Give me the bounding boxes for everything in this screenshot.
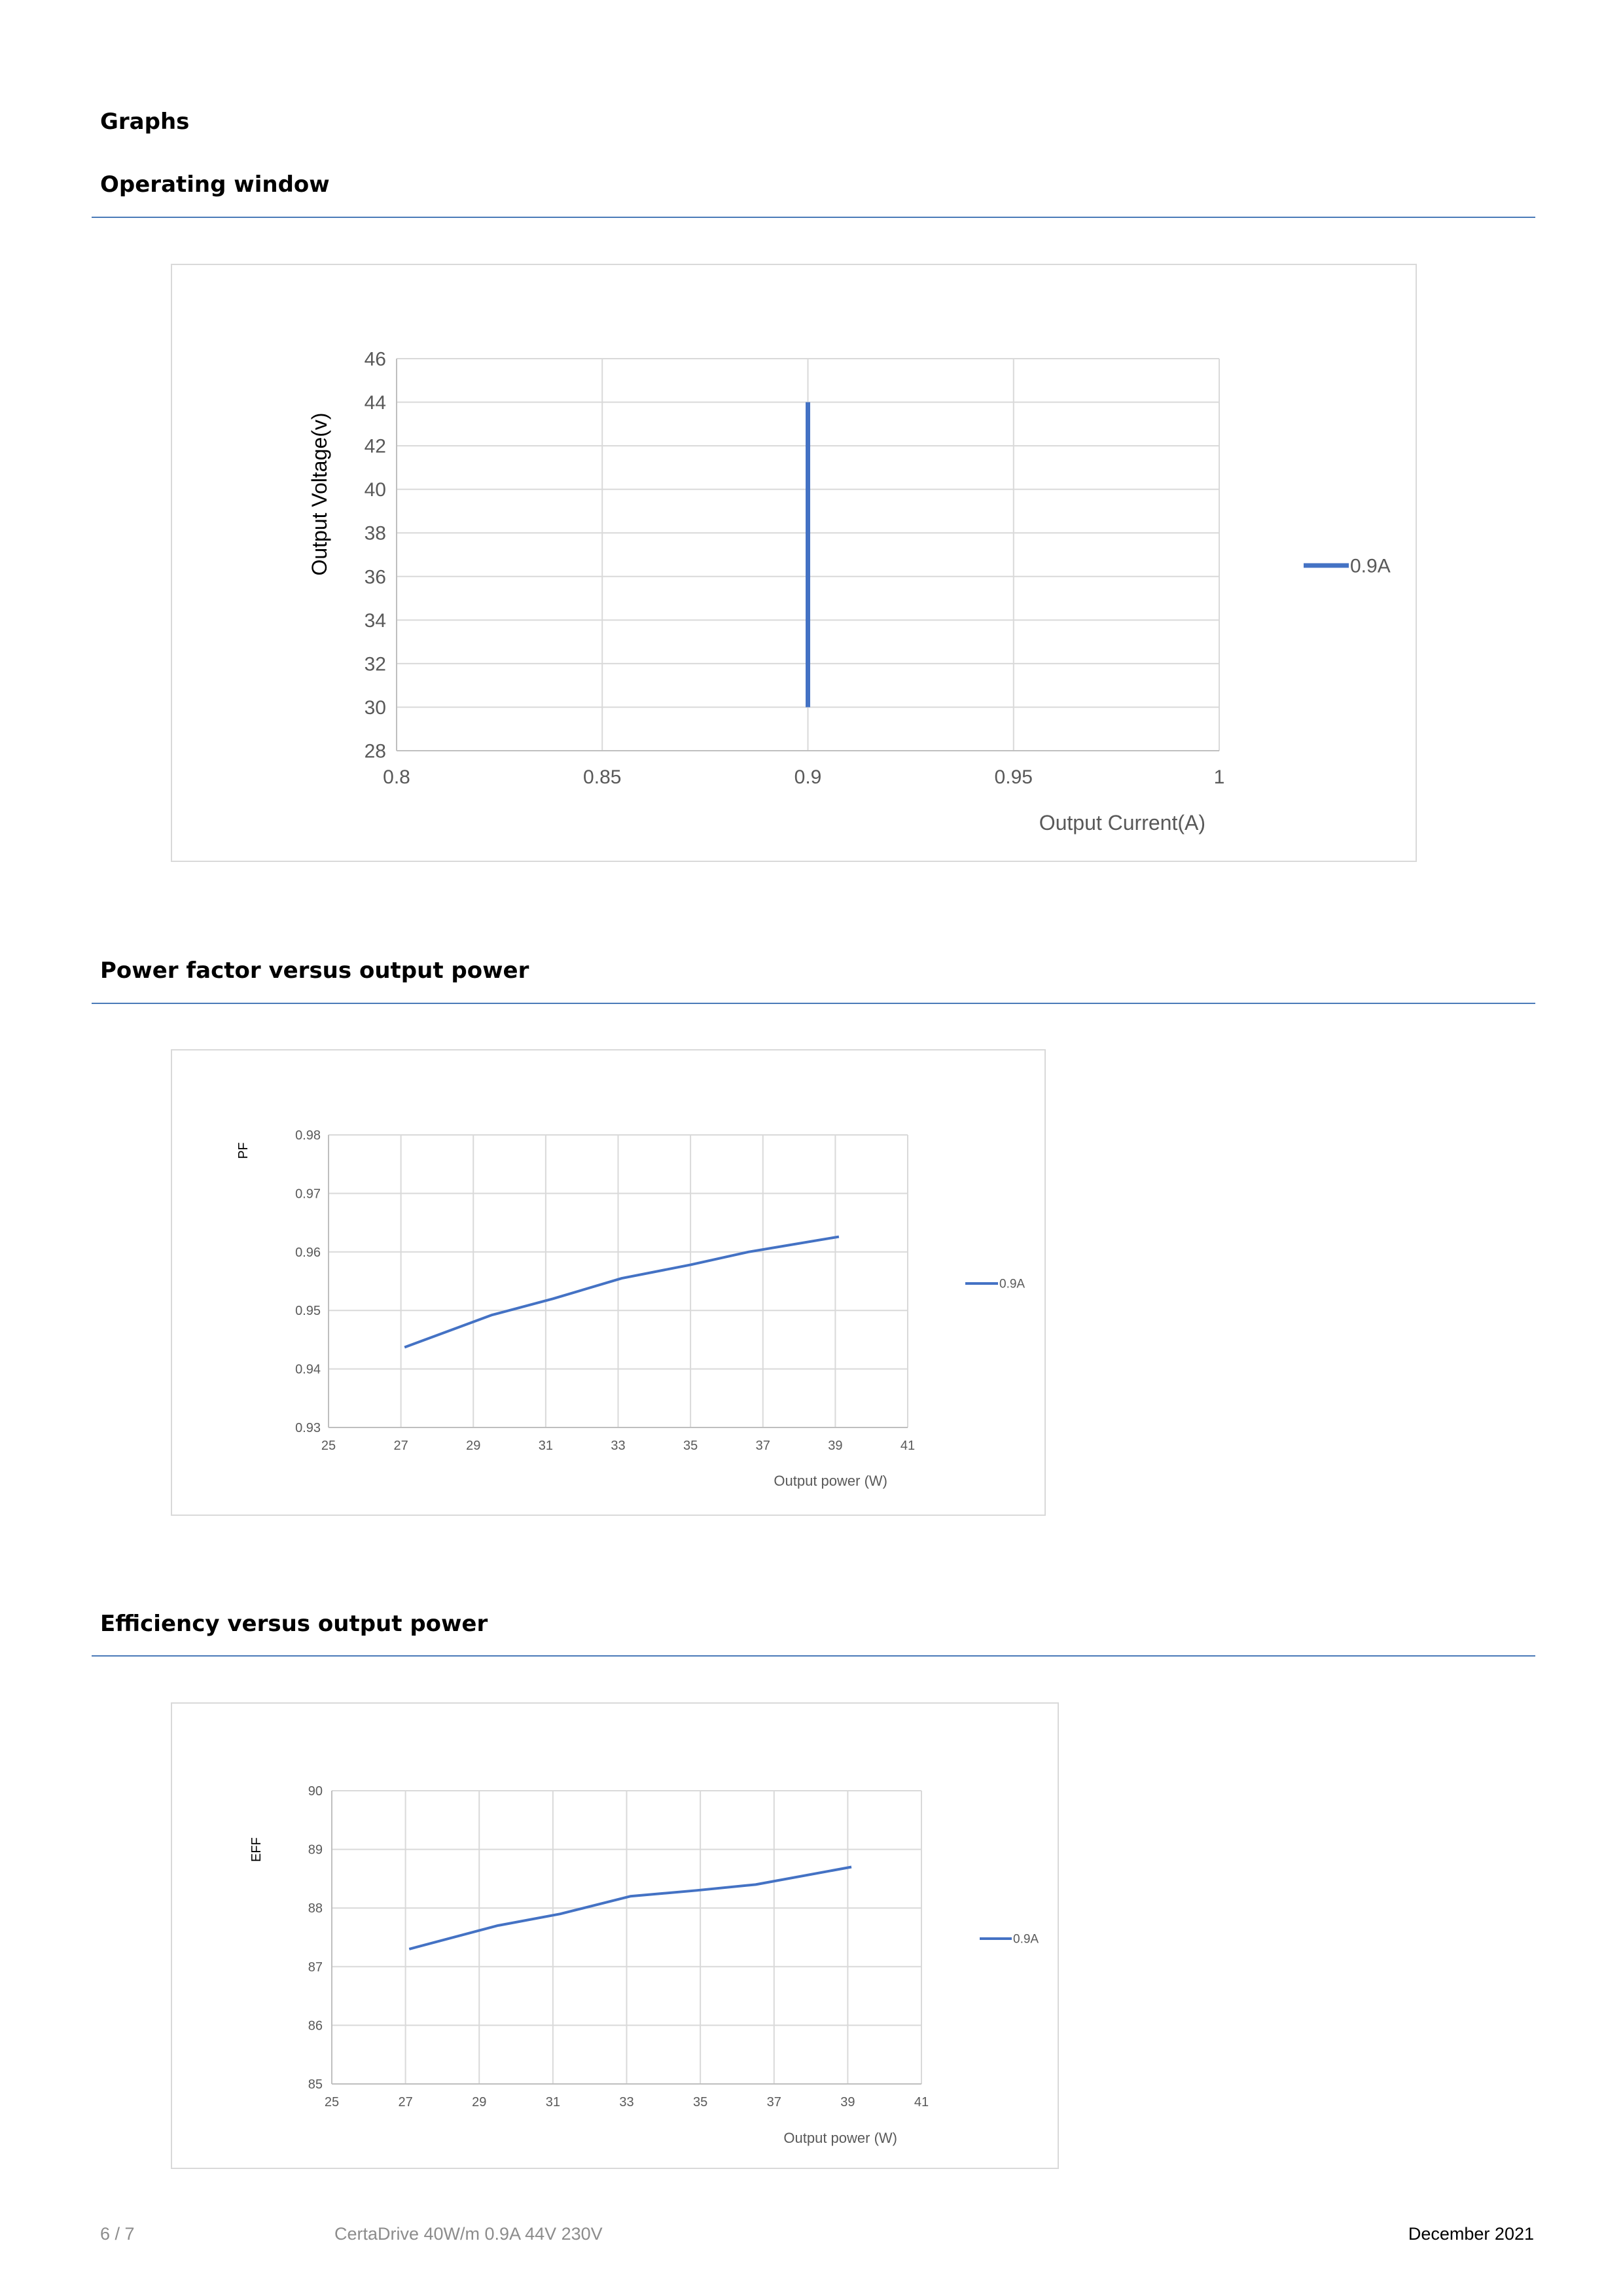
data-point xyxy=(807,401,809,403)
heading-rule xyxy=(92,217,1535,218)
x-axis-title: Output power (W) xyxy=(774,1473,887,1489)
data-point xyxy=(497,1925,499,1927)
data-point xyxy=(807,706,809,708)
heading-pf: Power factor versus output power xyxy=(100,958,529,984)
legend-label: 0.9A xyxy=(999,1278,1025,1291)
x-tick-label: 39 xyxy=(840,2095,855,2109)
section-title: Graphs xyxy=(100,109,190,135)
x-tick-label: 25 xyxy=(325,2095,339,2109)
x-tick-label: 29 xyxy=(472,2095,486,2109)
x-tick-label: 39 xyxy=(828,1439,842,1453)
pf-chart: 0.93 0.94 0.95 0.96 0.97 0.98 25 27 29 31 33 35 37 39… xyxy=(171,1049,1046,1516)
x-tick-label: 0.85 xyxy=(583,766,621,788)
x-tick-label: 35 xyxy=(693,2095,707,2109)
data-point xyxy=(755,1884,757,1886)
data-point xyxy=(552,1298,554,1300)
operating_window-plot: 28 30 32 34 36 38 40 42 44 46 0.8 0.85 0.9 0.95 1 Outpu… xyxy=(308,349,1391,835)
series-line xyxy=(404,1235,840,1349)
x-axis-title: Output power (W) xyxy=(783,2130,897,2146)
heading-rule xyxy=(92,1003,1535,1004)
y-tick-label: 36 xyxy=(365,566,386,588)
x-tick-label: 33 xyxy=(619,2095,633,2109)
x-tick-label: 27 xyxy=(399,2095,413,2109)
x-tick-label: 37 xyxy=(767,2095,781,2109)
y-tick-label: 34 xyxy=(365,610,386,632)
y-tick-label: 46 xyxy=(365,349,386,370)
x-tick-label: 25 xyxy=(321,1439,336,1453)
footer-product-name: CertaDrive 40W/m 0.9A 44V 230V xyxy=(334,2224,603,2244)
footer-date: December 2021 xyxy=(1408,2224,1534,2244)
data-point xyxy=(696,1890,698,1892)
x-tick-label: 0.8 xyxy=(383,766,410,788)
y-axis-title: Output Voltage(v) xyxy=(308,412,331,575)
y-tick-label: 0.97 xyxy=(295,1187,321,1201)
x-tick-label: 35 xyxy=(683,1439,698,1453)
y-axis-title: EFF xyxy=(249,1837,264,1862)
pf-plot: 0.93 0.94 0.95 0.96 0.97 0.98 25 27 29 31 33 35 37 39… xyxy=(236,1128,1025,1489)
legend-label: 0.9A xyxy=(1350,556,1391,577)
y-tick-label: 32 xyxy=(365,653,386,675)
y-tick-label: 0.95 xyxy=(295,1304,321,1318)
y-tick-label: 0.93 xyxy=(295,1421,321,1435)
x-tick-label: 31 xyxy=(539,1439,553,1453)
y-tick-label: 85 xyxy=(308,2077,323,2092)
legend-label: 0.9A xyxy=(1013,1933,1039,1946)
heading-rule xyxy=(92,1655,1535,1657)
footer-page-number: 6 / 7 xyxy=(100,2224,135,2244)
y-tick-label: 88 xyxy=(308,1901,323,1916)
y-tick-label: 42 xyxy=(365,436,386,457)
x-tick-label: 27 xyxy=(394,1439,408,1453)
y-tick-label: 89 xyxy=(308,1843,323,1857)
data-point xyxy=(851,1866,853,1868)
heading-eff: Efficiency versus output power xyxy=(100,1611,488,1637)
y-tick-label: 87 xyxy=(308,1960,323,1975)
x-tick-label: 0.9 xyxy=(794,766,822,788)
y-tick-label: 28 xyxy=(365,741,386,762)
data-point xyxy=(690,1264,692,1266)
eff-plot: 85 86 87 88 89 90 25 27 29 31 33 35 37 39 41 Output pow… xyxy=(249,1784,1039,2146)
x-tick-label: 0.95 xyxy=(995,766,1033,788)
y-tick-label: 0.98 xyxy=(295,1128,321,1143)
data-point xyxy=(560,1913,562,1915)
y-tick-label: 0.94 xyxy=(295,1363,321,1377)
data-point xyxy=(404,1346,406,1348)
x-tick-label: 31 xyxy=(546,2095,560,2109)
data-point xyxy=(747,1251,749,1253)
data-point xyxy=(838,1236,840,1238)
x-tick-label: 33 xyxy=(611,1439,625,1453)
x-tick-label: 29 xyxy=(466,1439,480,1453)
y-tick-label: 38 xyxy=(365,523,386,545)
y-tick-label: 30 xyxy=(365,697,386,719)
data-point xyxy=(490,1314,492,1316)
x-axis-title: Output Current(A) xyxy=(1039,811,1205,834)
data-point xyxy=(621,1278,623,1280)
data-point xyxy=(408,1948,410,1950)
series-line xyxy=(408,1865,852,1950)
eff-chart: 85 86 87 88 89 90 25 27 29 31 33 35 37 39 41 Output pow… xyxy=(171,1702,1059,2169)
y-axis-title: PF xyxy=(236,1142,251,1159)
y-tick-label: 90 xyxy=(308,1784,323,1799)
x-tick-label: 1 xyxy=(1214,766,1225,788)
x-tick-label: 41 xyxy=(901,1439,915,1453)
y-tick-label: 0.96 xyxy=(295,1246,321,1260)
heading-operating-window: Operating window xyxy=(100,171,330,198)
x-tick-label: 41 xyxy=(914,2095,929,2109)
x-tick-label: 37 xyxy=(756,1439,770,1453)
operating-window-chart: 28 30 32 34 36 38 40 42 44 46 0.8 0.85 0.9 0.95 1 Outpu… xyxy=(171,264,1417,862)
y-tick-label: 86 xyxy=(308,2018,323,2033)
y-tick-label: 40 xyxy=(365,479,386,501)
data-point xyxy=(630,1895,632,1897)
y-tick-label: 44 xyxy=(365,392,386,414)
